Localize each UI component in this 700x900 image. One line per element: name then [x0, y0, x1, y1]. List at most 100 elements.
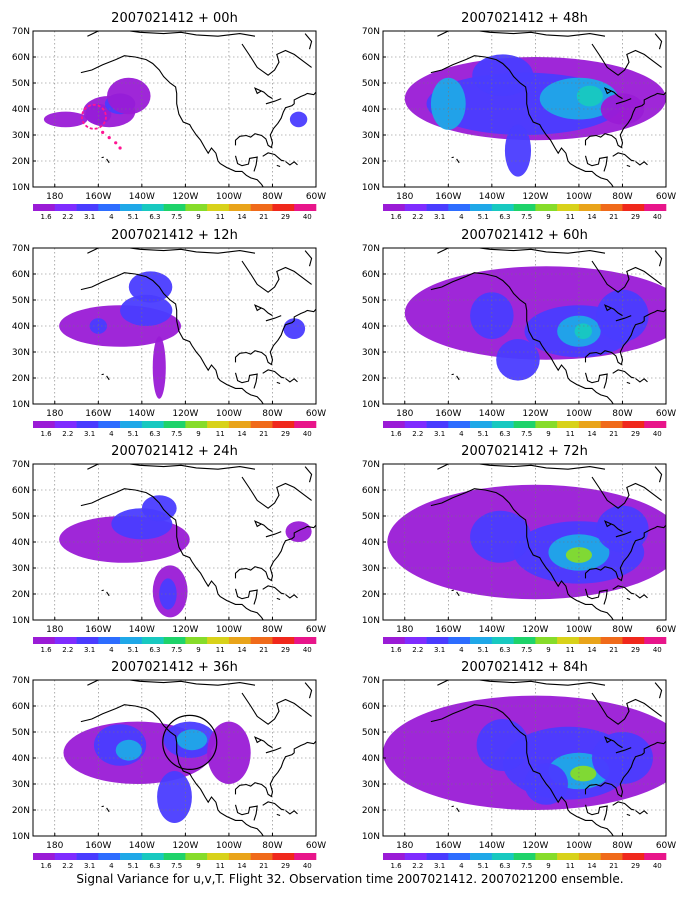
colorbar-label: 40	[653, 213, 662, 221]
colorbar-swatch	[207, 853, 230, 860]
coastline	[265, 315, 282, 322]
lat-label: 60N	[362, 270, 380, 280]
coastline	[106, 591, 110, 597]
lat-label: 20N	[362, 157, 380, 167]
lon-label: 180	[46, 841, 63, 851]
coastline	[234, 588, 258, 605]
lat-label: 30N	[12, 131, 30, 141]
coastline	[265, 747, 282, 754]
lon-label: 80W	[612, 841, 632, 851]
lat-label: 10N	[362, 832, 380, 842]
lat-label: 60N	[12, 53, 30, 63]
lat-label: 40N	[12, 754, 30, 764]
coastline	[591, 260, 662, 293]
colorbar-swatch	[644, 853, 667, 860]
colorbar-label: 40	[303, 646, 312, 654]
colorbar-swatch	[448, 421, 471, 428]
lat-label: 50N	[362, 296, 380, 306]
coastline	[635, 378, 648, 383]
coastline	[234, 155, 258, 172]
colorbar-label: 7.5	[521, 213, 532, 221]
variance-region	[43, 111, 88, 128]
figure-caption: Signal Variance for u,v,T. Flight 32. Ob…	[76, 872, 624, 886]
colorbar-swatch	[448, 853, 471, 860]
coastline	[584, 804, 608, 821]
colorbar-label: 11	[216, 862, 225, 870]
colorbar-swatch	[141, 637, 164, 644]
colorbar-swatch	[120, 637, 143, 644]
variance-region	[470, 510, 532, 563]
lon-label: 120W	[172, 192, 198, 202]
coastline	[101, 156, 104, 159]
colorbar-label: 2.2	[62, 862, 73, 870]
coastline	[584, 372, 608, 389]
variance-region	[115, 739, 142, 761]
colorbar-label: 40	[303, 430, 312, 438]
colorbar-label: 14	[238, 646, 247, 654]
colorbar-label: 6.3	[499, 213, 510, 221]
lon-label: 120W	[172, 409, 198, 419]
variance-region	[285, 521, 312, 542]
lat-label: 40N	[362, 105, 380, 115]
flight-track-point	[107, 136, 111, 140]
coastline	[430, 704, 614, 836]
colorbar-swatch	[76, 204, 99, 211]
colorbar-swatch	[228, 637, 251, 644]
lat-label: 50N	[362, 512, 380, 522]
colorbar-label: 1.6	[390, 646, 402, 654]
variance-region	[600, 93, 645, 125]
lon-label: 160W	[435, 625, 461, 635]
colorbar-label: 3.1	[434, 430, 445, 438]
colorbar-label: 5.1	[128, 646, 139, 654]
colorbar-label: 5.1	[478, 213, 489, 221]
lon-label: 80W	[262, 841, 282, 851]
colorbar-label: 9	[546, 430, 550, 438]
colorbar-label: 6.3	[149, 862, 160, 870]
colorbar-swatch	[33, 637, 56, 644]
coastline	[456, 375, 460, 381]
colorbar-label: 9	[546, 646, 550, 654]
colorbar-label: 11	[566, 213, 575, 221]
colorbar-swatch	[491, 853, 514, 860]
lon-label: 180	[396, 625, 413, 635]
variance-region	[476, 719, 529, 771]
map-panel: 2007021412 + 84h 70N 60N 50N 40N 30N 20N 10N 180…	[362, 660, 676, 870]
lat-label: 40N	[362, 538, 380, 548]
colorbar-label: 21	[609, 646, 618, 654]
colorbar-label: 7.5	[521, 646, 532, 654]
colorbar-label: 5.1	[128, 213, 139, 221]
lon-label: 180	[396, 841, 413, 851]
coastline	[276, 813, 281, 817]
variance-region	[472, 54, 534, 96]
colorbar-label: 6.3	[499, 862, 510, 870]
colorbar-swatch	[578, 421, 601, 428]
coastline	[241, 260, 312, 293]
coastline	[87, 248, 256, 254]
lat-label: 20N	[12, 157, 30, 167]
coastline	[603, 87, 623, 100]
coastline	[234, 91, 316, 149]
colorbar-label: 1.6	[390, 430, 402, 438]
flight-track-point	[101, 130, 105, 134]
colorbar-swatch	[228, 421, 251, 428]
colorbar-swatch	[185, 853, 208, 860]
colorbar-swatch	[294, 637, 317, 644]
colorbar-swatch	[250, 421, 273, 428]
coastline	[253, 736, 273, 749]
colorbar-label: 29	[281, 430, 290, 438]
colorbar: 1.6 2.2 3.1 4 5.1 6.3 7.5 9 11 14 21 29 40	[383, 421, 667, 438]
colorbar-swatch	[250, 204, 273, 211]
coastline	[234, 740, 316, 798]
lat-label: 20N	[12, 806, 30, 816]
colorbar-swatch	[185, 637, 208, 644]
lat-label: 60N	[362, 486, 380, 496]
colorbar-label: 29	[631, 646, 640, 654]
colorbar-label: 11	[216, 430, 225, 438]
colorbar-swatch	[600, 204, 623, 211]
colorbar-swatch	[535, 637, 558, 644]
lat-label: 20N	[362, 590, 380, 600]
colorbar-swatch	[272, 637, 295, 644]
colorbar-swatch	[272, 204, 295, 211]
colorbar-label: 9	[196, 646, 200, 654]
colorbar-label: 11	[566, 862, 575, 870]
